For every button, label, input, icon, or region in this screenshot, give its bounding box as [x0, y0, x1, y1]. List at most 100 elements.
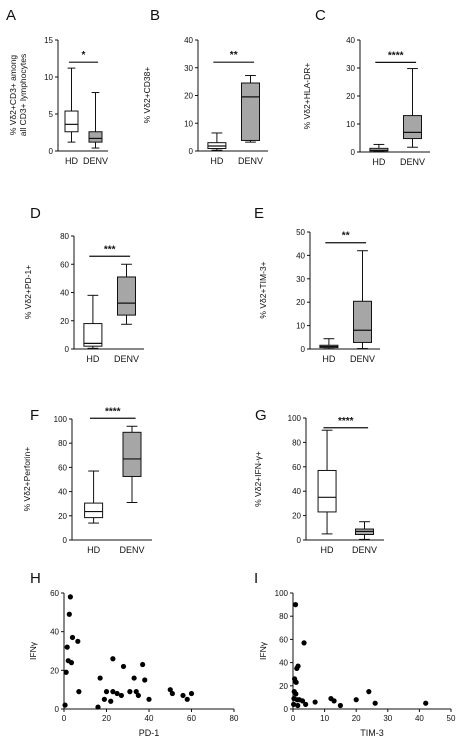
- panel-g: G 0 20 40 60 80 100 % Vδ2+IFN-γ+ HD DENV ****: [253, 407, 384, 555]
- x-category-label: DENV: [352, 545, 377, 555]
- panel-label: C: [315, 7, 326, 24]
- panel-b: B 0 10 20 30 40 % Vδ2+CD38+ HD DENV **: [142, 7, 268, 166]
- y-axis-label: % Vδ2+TIM-3+: [258, 261, 268, 318]
- scatter-point: [63, 669, 69, 675]
- scatter-point: [133, 689, 139, 695]
- y-tick-label: 20: [50, 666, 59, 675]
- y-tick-label: 60: [50, 589, 59, 598]
- y-tick-label: 5: [49, 110, 54, 119]
- y-axis-label-line: IFNγ: [28, 641, 38, 660]
- box-hd: [317, 429, 337, 535]
- box-iqr: [403, 115, 422, 140]
- x-category-label: DENV: [238, 156, 263, 166]
- y-axis-label: % Vδ2+PD-1+: [23, 265, 33, 319]
- scatter-point: [353, 697, 359, 703]
- y-tick-label: 0: [65, 345, 70, 354]
- x-category-label: DENV: [83, 156, 108, 166]
- box-denv: [241, 75, 260, 143]
- box-iqr: [122, 431, 142, 477]
- y-tick-label: 50: [296, 228, 305, 237]
- y-tick-label: 80: [60, 232, 69, 241]
- scatter-point: [366, 689, 372, 695]
- scatter-point: [76, 689, 82, 695]
- box-iqr: [317, 469, 337, 513]
- y-tick-label: 40: [292, 487, 301, 496]
- box-denv: [122, 425, 142, 503]
- x-tick-label: 40: [145, 714, 154, 723]
- y-tick-label: 80: [58, 439, 67, 448]
- box-denv: [355, 521, 374, 540]
- x-tick-label: 20: [352, 714, 361, 723]
- y-axis-label-line: % Vδ2+TIM-3+: [258, 261, 268, 318]
- y-tick-label: 80: [292, 438, 301, 447]
- y-tick-label: 0: [49, 147, 54, 156]
- scatter-point: [312, 699, 318, 705]
- scatter-point: [292, 602, 299, 608]
- box-denv: [88, 92, 103, 149]
- scatter-point: [127, 689, 133, 695]
- scatter-point: [337, 702, 343, 709]
- box-denv: [403, 68, 422, 148]
- panel-label: E: [254, 205, 264, 222]
- scatter-point: [108, 698, 114, 704]
- y-axis-label: % Vδ2+CD3+ amongall CD3+ lymphocytes: [8, 54, 28, 136]
- scatter-point: [64, 644, 70, 650]
- significance-label: ****: [388, 50, 404, 61]
- x-category-label: DENV: [400, 157, 425, 167]
- significance-label: *: [82, 50, 86, 61]
- box-hd: [64, 67, 79, 143]
- y-tick-label: 30: [184, 64, 193, 73]
- scatter-point: [135, 692, 141, 699]
- y-tick-label: 40: [60, 289, 69, 298]
- x-axis-label: TIM-3: [360, 728, 384, 738]
- x-category-label: DENV: [114, 354, 139, 364]
- y-tick-label: 10: [44, 73, 53, 82]
- y-tick-label: 60: [58, 463, 67, 472]
- scatter-point: [114, 690, 120, 697]
- y-tick-label: 20: [292, 512, 301, 521]
- box-denv: [117, 263, 136, 325]
- box-hd: [84, 470, 104, 524]
- significance-label: **: [230, 50, 238, 61]
- x-category-label: HD: [372, 157, 385, 167]
- scatter-point: [293, 679, 299, 685]
- panel-d: D 0 20 40 60 80 % Vδ2+PD-1+ HD DENV ***: [23, 205, 144, 364]
- scatter-point: [423, 700, 429, 706]
- y-tick-label: 0: [284, 705, 289, 714]
- scatter-point: [95, 704, 101, 710]
- panel-label: H: [30, 570, 41, 587]
- box-iqr: [84, 502, 104, 519]
- y-axis-label: % Vδ2+IFN-γ+: [253, 451, 263, 507]
- scatter-point: [301, 640, 307, 646]
- panel-c: C 0 10 20 30 40 % Vδ2+HLA-DR+ HD DENV ****: [302, 7, 430, 167]
- scatter-point: [140, 661, 146, 668]
- scatter-point: [62, 702, 68, 708]
- scatter-point: [291, 701, 297, 707]
- panel-a: A 0 5 10 15 % Vδ2+CD3+ amongall CD3+ lymphocy…: [6, 7, 108, 166]
- y-tick-label: 100: [275, 589, 289, 598]
- x-tick-label: 50: [447, 714, 456, 723]
- box-iqr: [241, 82, 260, 141]
- scatter-point: [142, 677, 148, 683]
- x-category-label: HD: [87, 545, 100, 555]
- x-tick-label: 60: [187, 714, 196, 723]
- scatter-point: [188, 690, 195, 697]
- y-axis-label-line: % Vδ2+HLA-DR+: [302, 63, 312, 130]
- y-axis-label-line: all CD3+ lymphocytes: [18, 54, 28, 136]
- box-iqr: [353, 300, 372, 343]
- y-tick-label: 100: [288, 414, 302, 423]
- x-category-label: HD: [86, 354, 99, 364]
- y-tick-label: 40: [296, 251, 305, 260]
- scatter-point: [167, 687, 173, 693]
- y-tick-label: 60: [60, 260, 69, 269]
- x-tick-label: 20: [102, 714, 111, 723]
- y-tick-label: 10: [184, 119, 193, 128]
- x-category-label: HD: [65, 156, 78, 166]
- x-category-label: DENV: [350, 354, 375, 364]
- scatter-point: [295, 663, 301, 669]
- y-axis-label: IFNγ: [258, 641, 268, 660]
- box-iqr: [117, 276, 136, 316]
- y-tick-label: 20: [58, 512, 67, 521]
- panel-h: H 0 20 40 60 IFNγ 0 20 40 60 80 PD-1: [28, 570, 239, 738]
- y-tick-label: 0: [55, 705, 60, 714]
